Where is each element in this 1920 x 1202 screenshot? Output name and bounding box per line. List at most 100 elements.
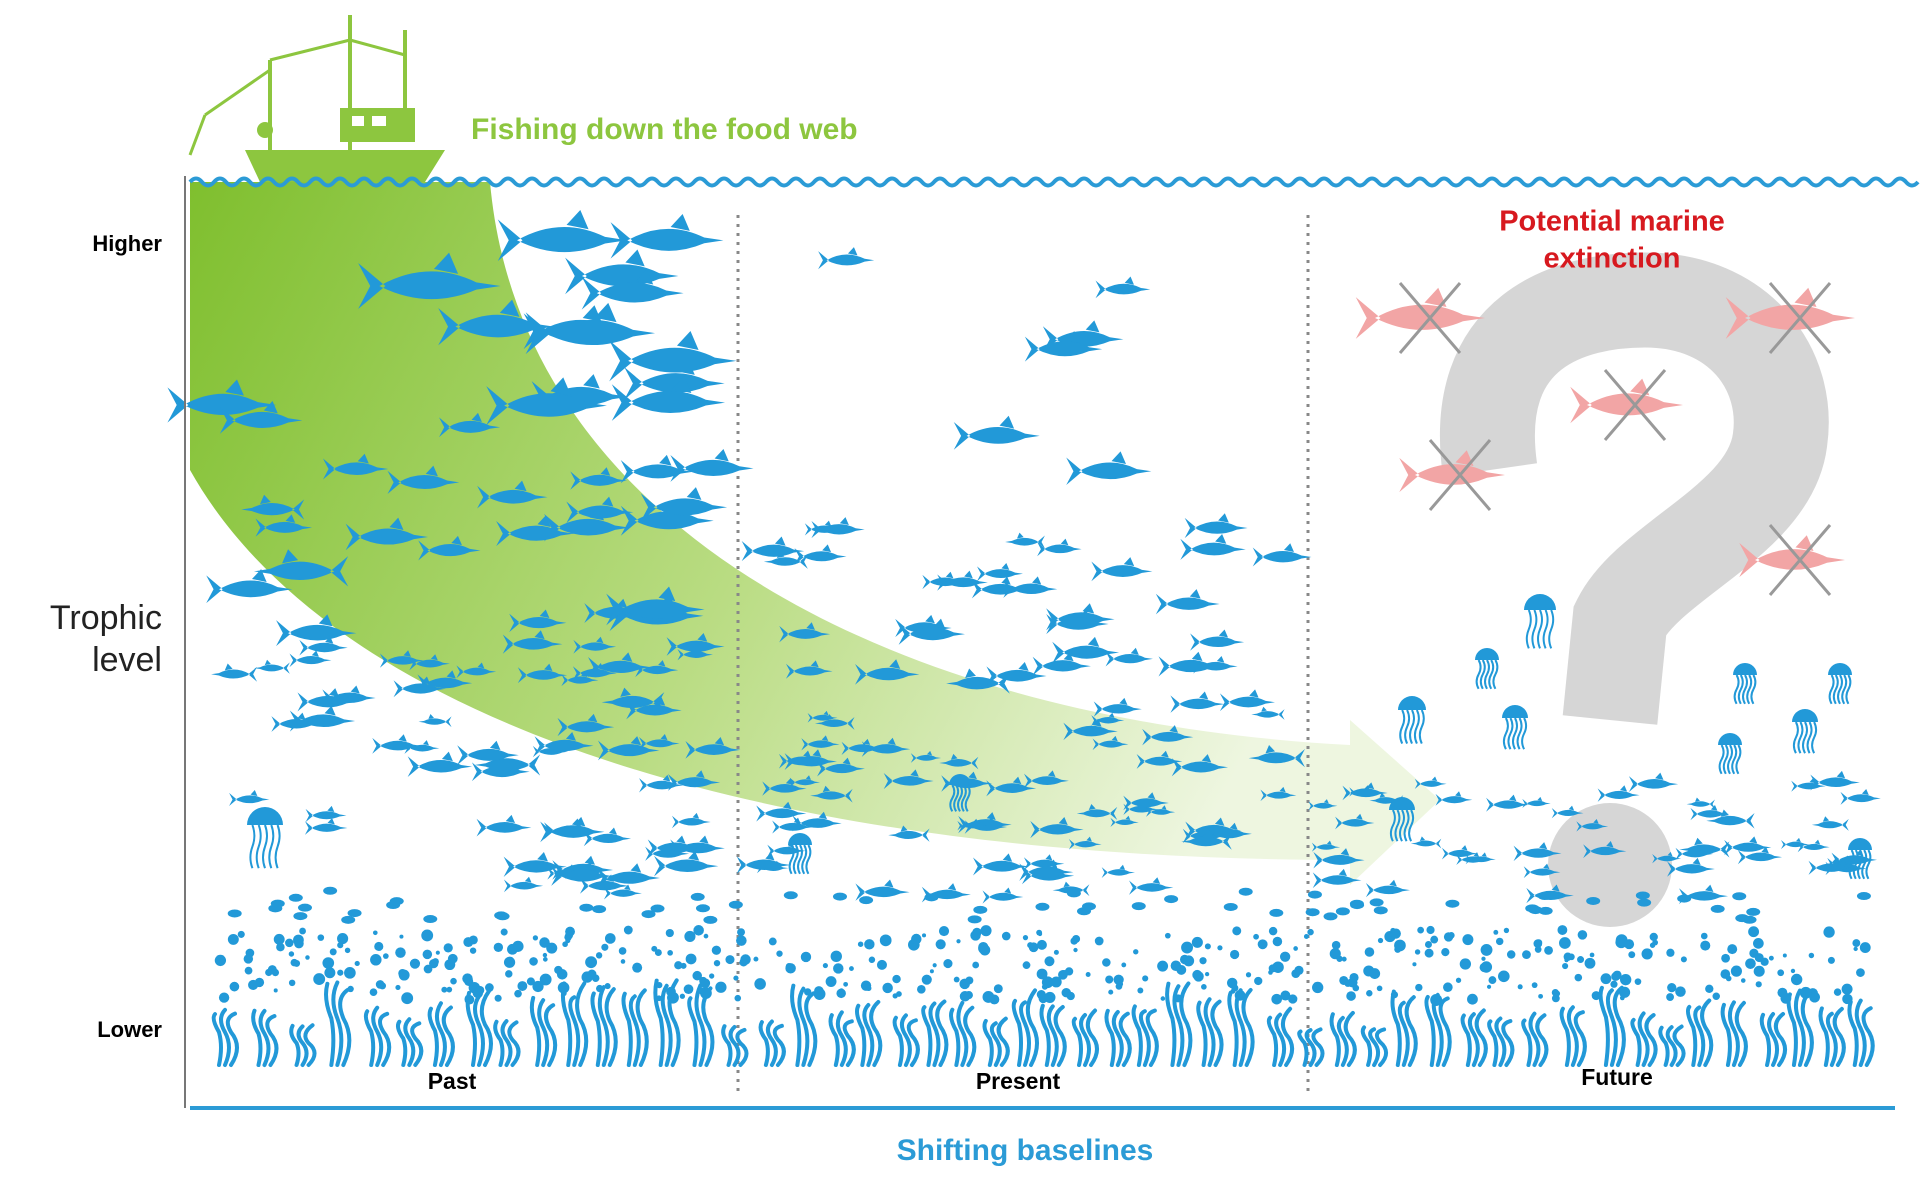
fish — [861, 737, 911, 757]
fish — [1825, 858, 1867, 876]
plankton — [1037, 931, 1043, 937]
plankton — [237, 930, 245, 938]
fish — [502, 630, 563, 654]
fish — [666, 632, 725, 656]
plankton — [214, 954, 227, 967]
plankton — [1612, 970, 1622, 980]
plankton — [864, 939, 875, 950]
plankton — [1430, 935, 1439, 944]
jellyfish-tentacle — [249, 824, 256, 869]
fish — [438, 299, 554, 346]
plankton — [337, 933, 349, 945]
plankton — [1181, 941, 1194, 954]
seaweed — [869, 999, 883, 1067]
plankton — [1755, 981, 1762, 988]
seaweed — [1131, 1004, 1143, 1067]
shrimp — [1637, 898, 1652, 907]
fish — [638, 734, 680, 751]
seaweed — [667, 978, 681, 1067]
plankton — [500, 928, 508, 936]
seaweed — [1085, 1008, 1100, 1067]
fish — [1597, 785, 1640, 802]
seaweed — [1786, 992, 1798, 1067]
plankton — [1279, 951, 1291, 962]
fish — [1170, 691, 1225, 713]
plankton — [667, 950, 673, 956]
plankton — [604, 933, 616, 944]
plankton — [1666, 993, 1674, 1001]
plankton — [1557, 925, 1568, 935]
seaweed — [331, 980, 344, 1067]
plankton — [982, 991, 995, 1003]
plankton — [1481, 956, 1486, 961]
plankton — [917, 985, 926, 994]
fish — [497, 209, 628, 262]
fish — [1686, 797, 1715, 809]
shrimp — [1350, 901, 1365, 910]
fish — [1171, 754, 1229, 777]
fish — [345, 517, 429, 551]
fish — [667, 770, 721, 791]
plankton — [1303, 934, 1309, 939]
seaweed — [635, 988, 649, 1067]
seaweed — [410, 1021, 424, 1067]
jellyfish-tentacle — [964, 784, 971, 812]
fish — [1737, 846, 1783, 865]
fish — [1675, 845, 1714, 861]
plankton — [879, 934, 892, 947]
plankton — [959, 991, 971, 1002]
seaweed — [1404, 995, 1418, 1067]
jellyfish-tentacle — [1865, 849, 1872, 880]
plankton — [1562, 962, 1569, 970]
plankton — [1108, 989, 1114, 995]
plankton — [1859, 942, 1871, 954]
fish — [986, 776, 1037, 797]
fish — [620, 454, 693, 484]
shrimp — [592, 905, 607, 914]
fish — [1046, 603, 1115, 631]
plankton — [693, 925, 704, 936]
plankton — [1753, 938, 1764, 949]
seaweed — [1535, 1013, 1549, 1067]
plankton — [1414, 949, 1421, 955]
seaweed — [211, 1012, 223, 1067]
seaweed — [797, 986, 810, 1067]
fish — [1810, 770, 1860, 791]
fish — [736, 852, 791, 874]
shrimp — [423, 915, 438, 924]
shrimp — [1238, 887, 1253, 896]
fish — [767, 841, 806, 858]
plankton — [892, 974, 901, 984]
fish — [206, 569, 293, 604]
plankton — [1217, 945, 1223, 951]
plankton — [1364, 947, 1375, 957]
cross — [1768, 282, 1832, 354]
plankton — [299, 927, 306, 935]
fish — [457, 740, 519, 766]
plankton — [1312, 981, 1324, 994]
plankton — [1036, 968, 1048, 980]
fish — [289, 705, 356, 732]
shrimp — [323, 886, 338, 895]
fish — [1652, 851, 1682, 864]
jellyfish — [1792, 709, 1818, 722]
fish — [1399, 450, 1505, 493]
plankton — [1094, 936, 1104, 946]
jellyfish-tentacle — [1531, 609, 1538, 649]
plankton — [1730, 965, 1742, 977]
shrimp — [1537, 892, 1552, 901]
fish — [1335, 813, 1375, 830]
plankton — [1522, 950, 1531, 960]
seaweed — [892, 1015, 904, 1067]
seaweed — [1368, 1027, 1381, 1067]
shrimp — [1223, 902, 1238, 911]
fish — [387, 465, 460, 495]
seaweed — [395, 1019, 408, 1067]
jellyfish-tentacle — [274, 824, 281, 869]
seaweed — [1438, 996, 1452, 1067]
fish — [1365, 879, 1410, 898]
plankton — [244, 966, 253, 975]
seaweed — [1046, 1004, 1059, 1067]
fish — [1024, 331, 1103, 362]
plankton — [825, 976, 837, 987]
